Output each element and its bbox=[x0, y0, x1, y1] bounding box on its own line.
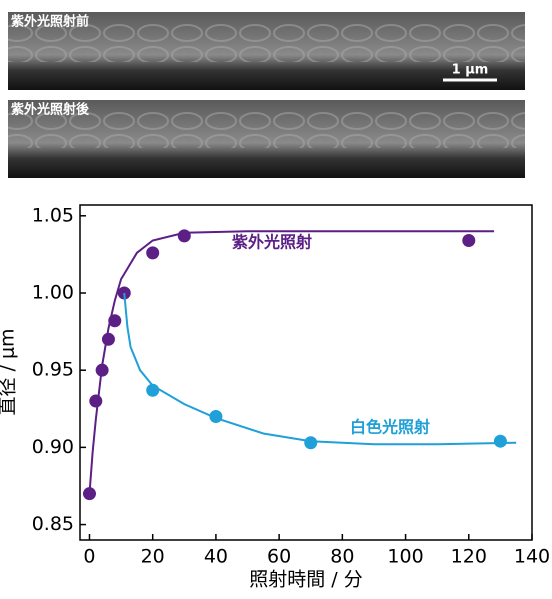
fit-curve bbox=[89, 231, 494, 493]
sem-image: 紫外光照射後 bbox=[8, 100, 525, 178]
y-tick-label: 0.95 bbox=[32, 359, 74, 381]
y-tick-label: 1.05 bbox=[32, 204, 74, 226]
point bbox=[146, 246, 159, 259]
x-tick-label: 120 bbox=[451, 546, 487, 568]
point bbox=[108, 314, 121, 327]
fit-curve bbox=[124, 293, 516, 444]
figure: 紫外光照射前 1 μm 紫外光照射後 照射時間 / 分 直径 / μm 0 20 4… bbox=[0, 0, 552, 595]
point bbox=[102, 333, 115, 346]
x-tick-label: 40 bbox=[204, 546, 228, 568]
point bbox=[96, 364, 109, 377]
point bbox=[89, 395, 102, 408]
point bbox=[304, 436, 317, 449]
x-axis-label: 照射時間 / 分 bbox=[249, 569, 362, 591]
point bbox=[83, 487, 96, 500]
point bbox=[178, 229, 191, 242]
series-label: 白色光照射 bbox=[350, 418, 430, 437]
sem-image: 紫外光照射前 1 μm bbox=[8, 12, 525, 90]
scale-bar-label: 1 μm bbox=[452, 63, 489, 78]
x-tick-label: 80 bbox=[330, 546, 354, 568]
point bbox=[209, 410, 222, 423]
y-tick-label: 1.00 bbox=[32, 281, 74, 303]
x-tick-label: 100 bbox=[387, 546, 423, 568]
point bbox=[146, 384, 159, 397]
x-tick-label: 60 bbox=[267, 546, 291, 568]
y-tick-label: 0.85 bbox=[32, 513, 74, 535]
image-label: 紫外光照射後 bbox=[11, 102, 90, 118]
y-axis-label: 直径 / μm bbox=[0, 328, 19, 415]
y-tick-label: 0.90 bbox=[32, 436, 74, 458]
x-tick-label: 0 bbox=[83, 546, 95, 568]
series-label: 紫外光照射 bbox=[232, 233, 312, 252]
point bbox=[494, 435, 507, 448]
x-tick-label: 20 bbox=[141, 546, 165, 568]
point bbox=[462, 234, 475, 247]
x-tick-label: 140 bbox=[514, 546, 550, 568]
image-label: 紫外光照射前 bbox=[11, 14, 89, 30]
